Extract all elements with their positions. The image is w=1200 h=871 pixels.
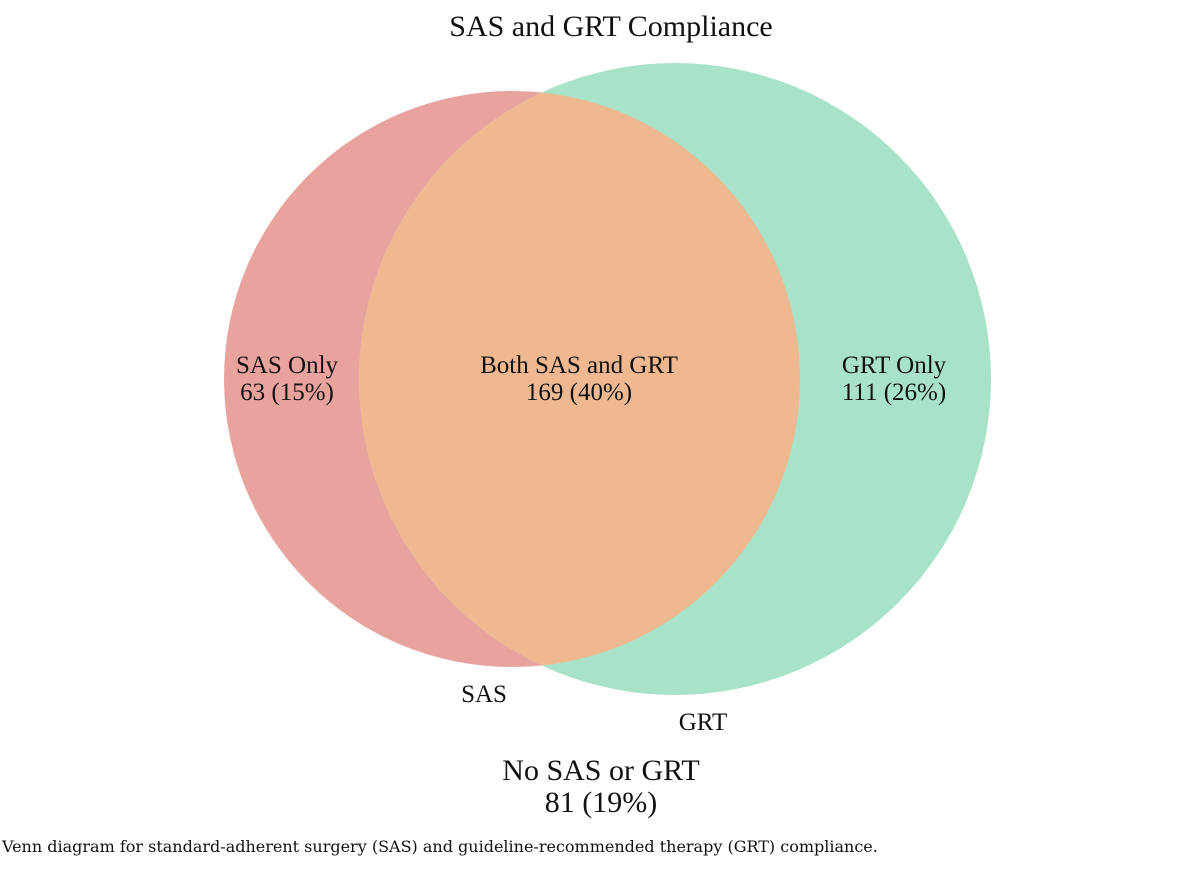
sas-only-value: 63 (15%) (240, 379, 334, 406)
sas-only-label: SAS Only (236, 352, 339, 379)
both-value: 169 (40%) (526, 379, 632, 406)
diagram-title: SAS and GRT Compliance (449, 10, 772, 43)
grt-only-label: GRT Only (842, 352, 947, 379)
figure-caption: Venn diagram for standard-adherent surge… (2, 837, 878, 856)
both-label: Both SAS and GRT (480, 352, 678, 379)
sas-set-label: SAS (461, 681, 507, 708)
venn-diagram: SAS and GRT Compliance SAS Only 63 (15%)… (224, 10, 991, 819)
grt-only-value: 111 (26%) (842, 379, 946, 406)
neither-label: No SAS or GRT (502, 754, 699, 787)
grt-set-label: GRT (679, 709, 728, 736)
neither-value: 81 (19%) (545, 786, 657, 819)
